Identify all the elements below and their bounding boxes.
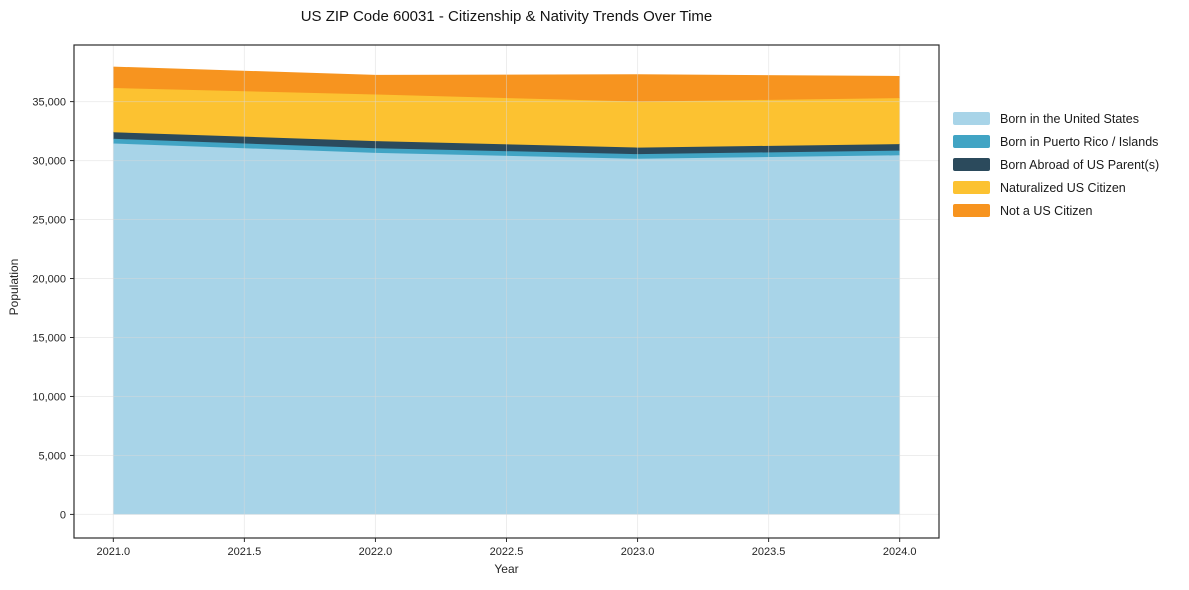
x-tick-label: 2022.5 [490,546,524,558]
legend-label: Naturalized US Citizen [1000,180,1126,195]
legend: Born in the United States Born in Puerto… [953,107,1159,222]
area-series-3 [113,88,900,148]
y-tick-label: 35,000 [32,97,66,109]
legend-swatch-not-citizen [953,204,990,217]
area-series-2 [113,132,900,155]
x-tick-label: 2021.0 [96,546,130,558]
chart-title: US ZIP Code 60031 - Citizenship & Nativi… [300,8,713,25]
y-tick-label: 5,000 [38,450,66,462]
x-tick-label: 2022.0 [359,546,393,558]
legend-label: Born in the United States [1000,111,1139,126]
y-tick-label: 10,000 [32,391,66,403]
legend-label: Born in Puerto Rico / Islands [1000,134,1159,149]
y-tick-label: 15,000 [32,332,66,344]
y-tick-label: 0 [60,509,66,521]
x-axis-label: Year [494,562,519,576]
legend-swatch-naturalized [953,181,990,194]
legend-label: Born Abroad of US Parent(s) [1000,157,1160,172]
legend-swatch-born-puerto-rico [953,135,990,148]
legend-item: Born Abroad of US Parent(s) [953,153,1159,176]
x-tick-label: 2021.5 [228,546,262,558]
legend-swatch-born-abroad [953,158,990,171]
x-tick-label: 2024.0 [883,546,917,558]
y-tick-label: 20,000 [32,274,66,286]
y-tick-label: 30,000 [32,156,66,168]
legend-swatch-born-in-us [953,112,990,125]
legend-label: Not a US Citizen [1000,203,1093,218]
x-tick-label: 2023.5 [752,546,786,558]
legend-item: Born in Puerto Rico / Islands [953,130,1159,153]
x-tick-label: 2023.0 [621,546,655,558]
legend-item: Not a US Citizen [953,199,1159,222]
area-series-0 [113,143,900,515]
y-tick-label: 25,000 [32,215,66,227]
area-series-line-4 [113,66,900,78]
legend-item: Naturalized US Citizen [953,176,1159,199]
legend-item: Born in the United States [953,107,1159,130]
y-axis-label: Population [7,258,21,316]
